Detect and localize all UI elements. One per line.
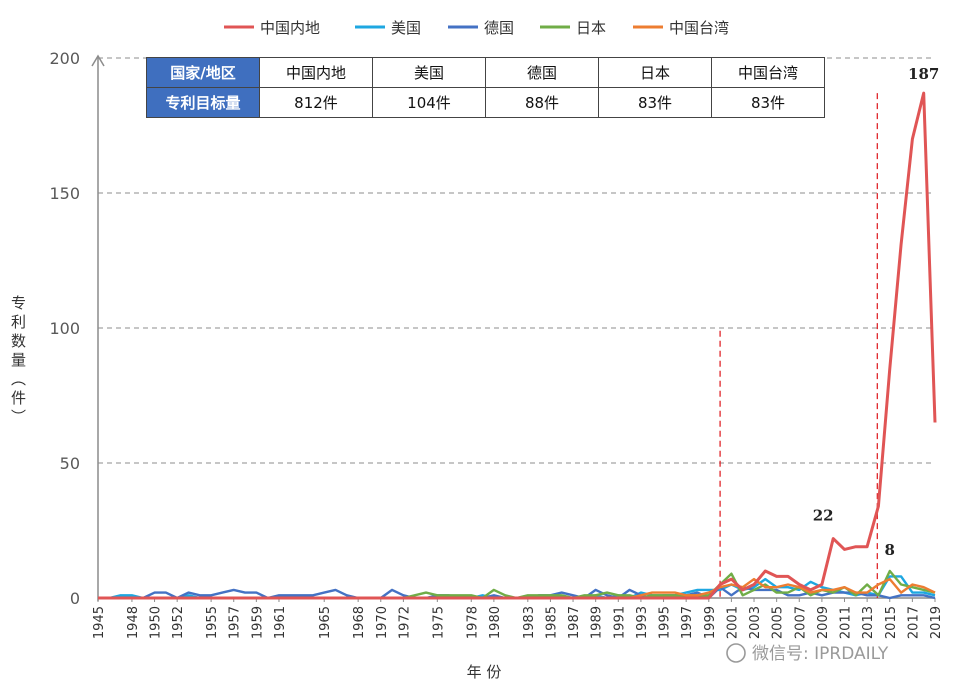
y-axis-title-group: 专利数量（件）: [9, 295, 27, 428]
x-tick-label: 1980: [488, 606, 503, 639]
table-cell: 美国: [372, 57, 486, 88]
x-tick-label: 2015: [884, 606, 899, 639]
x-axis-title: 年 份: [467, 663, 502, 681]
x-tick-label: 1970: [375, 606, 390, 639]
annotations: 22 8 187: [813, 65, 940, 559]
x-tick-label: 2003: [748, 606, 763, 639]
x-tick-label: 1972: [397, 606, 412, 639]
x-tick-label: 1965: [318, 606, 333, 639]
x-tick-label: 1989: [590, 606, 605, 639]
table-header-row: 国家/地区 中国内地 美国 德国 日本 中国台湾: [146, 57, 825, 88]
data-label: 8: [885, 541, 895, 559]
x-tick-label: 2007: [793, 606, 808, 639]
table-row-label: 专利目标量: [146, 87, 260, 118]
patent-count-table: 国家/地区 中国内地 美国 德国 日本 中国台湾 专利目标量 812件 104件…: [146, 57, 825, 118]
x-tick-label: 2009: [816, 606, 831, 639]
x-tick-label: 1995: [658, 606, 673, 639]
x-tick-label: 1950: [149, 606, 164, 639]
data-label: 187: [908, 65, 939, 83]
table-cell: 中国台湾: [711, 57, 825, 88]
x-tick-label: 2019: [929, 606, 944, 639]
y-tick-label: 100: [49, 319, 80, 338]
table-cell: 日本: [598, 57, 712, 88]
watermark-text: 微信号: IPRDAILY: [752, 644, 889, 664]
x-tick-label: 1975: [431, 606, 446, 639]
x-tick-label: 1959: [250, 606, 265, 639]
gridlines: [98, 57, 935, 464]
x-tick-label: 1945: [92, 606, 107, 639]
series-line-1: [98, 91, 937, 600]
y-axis-ticks: 0 50 100 150 200: [49, 49, 80, 608]
x-tick-label: 1952: [171, 606, 186, 639]
table-cell: 83件: [711, 87, 825, 118]
x-tick-label: 2001: [725, 606, 740, 639]
x-tick-label: 2005: [771, 606, 786, 639]
legend-label: 日本: [576, 19, 606, 37]
x-tick-label: 1985: [544, 606, 559, 639]
y-tick-label: 50: [60, 454, 80, 473]
table-row-label: 国家/地区: [146, 57, 260, 88]
x-tick-label: 1961: [273, 606, 288, 639]
table-cell: 中国内地: [259, 57, 373, 88]
watermark: 微信号: IPRDAILY: [726, 643, 889, 664]
legend-label: 美国: [391, 19, 421, 37]
series-line-4: [98, 569, 936, 600]
y-tick-label: 150: [49, 184, 80, 203]
x-tick-label: 2011: [839, 606, 854, 639]
table-cell: 83件: [598, 87, 712, 118]
table-cell: 812件: [259, 87, 373, 118]
y-axis-arrow: [91, 54, 105, 67]
x-tick-label: 2013: [861, 606, 876, 639]
x-tick-label: 1993: [635, 606, 650, 639]
x-tick-label: 2017: [906, 606, 921, 639]
legend-label: 中国内地: [260, 19, 320, 37]
x-tick-label: 1948: [126, 606, 141, 639]
y-tick-label: 0: [70, 589, 80, 608]
x-tick-label: 1955: [205, 606, 220, 639]
x-tick-label: 1991: [612, 606, 627, 639]
x-tick-label: 1987: [567, 606, 582, 639]
series-lines: [98, 91, 937, 600]
x-tick-label: 1968: [352, 606, 367, 639]
legend-label: 德国: [484, 19, 514, 37]
table-cell: 德国: [485, 57, 599, 88]
legend-label: 中国台湾: [669, 19, 729, 37]
x-tick-label: 1997: [680, 606, 695, 639]
x-tick-label: 1978: [465, 606, 480, 639]
table-value-row: 专利目标量 812件 104件 88件 83件 83件: [146, 87, 825, 118]
y-tick-label: 200: [49, 49, 80, 68]
table-cell: 104件: [372, 87, 486, 118]
reference-lines: [719, 93, 878, 598]
x-tick-label: 1983: [522, 606, 537, 639]
table-cell: 88件: [485, 87, 599, 118]
wechat-icon: [726, 643, 746, 663]
x-axis-ticks: 1945 1948 1950 1952 1955 1957 1959 1961 1965 1968…: [92, 598, 944, 639]
legend: 中国内地 美国 德国 日本 中国台湾: [224, 19, 729, 37]
data-label: 22: [813, 507, 834, 525]
x-tick-label: 1999: [703, 606, 718, 639]
x-tick-label: 1957: [228, 606, 243, 639]
y-axis-title: 专利数量（件）: [9, 295, 27, 428]
